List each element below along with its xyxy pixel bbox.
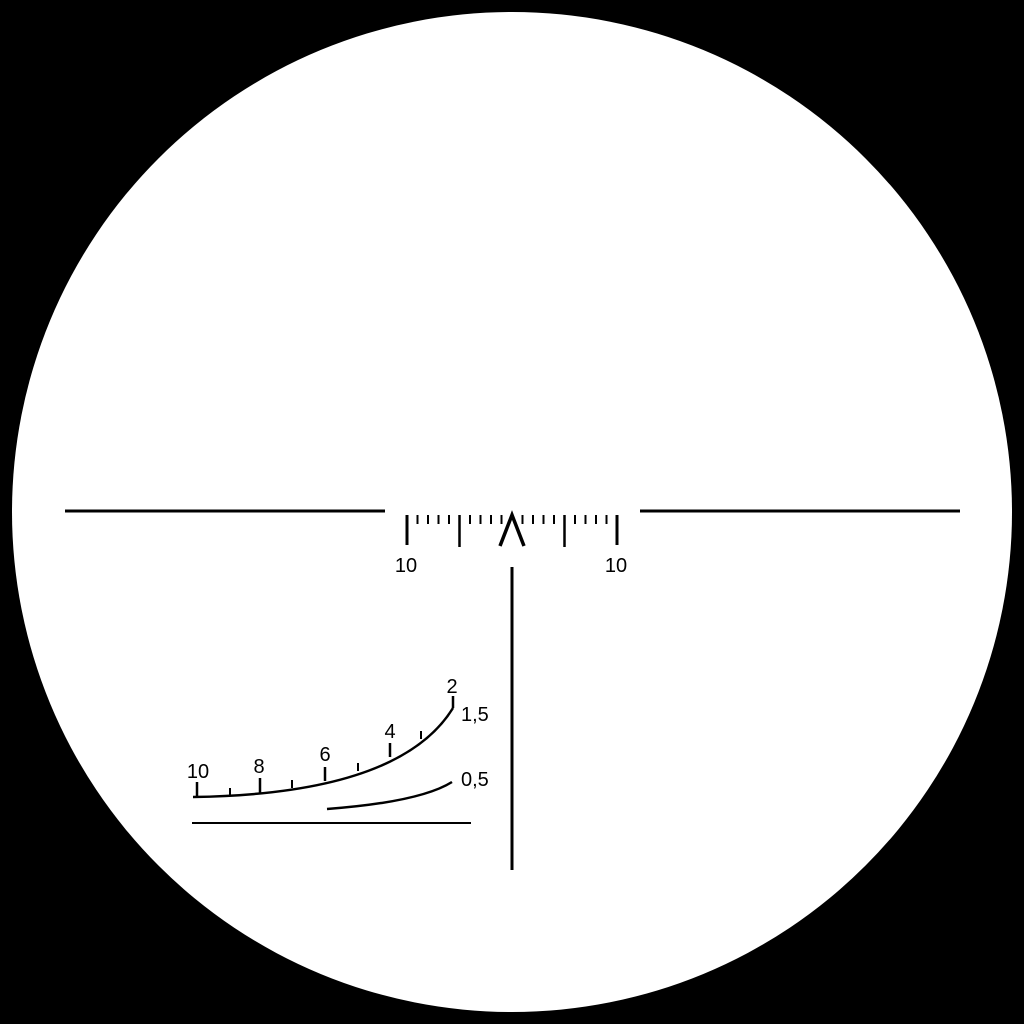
rangefinder-curve-upper [192, 707, 455, 799]
range-label-6: 6 [319, 744, 330, 766]
aiming-chevron [498, 510, 526, 547]
scale-label-right: 10 [605, 555, 627, 577]
scale-label-left: 10 [395, 555, 417, 577]
range-label-4: 4 [384, 721, 395, 743]
range-label-10: 10 [187, 761, 209, 783]
range-label-0-5: 0,5 [461, 769, 489, 791]
lateral-scale [405, 515, 619, 547]
rangefinder-curve-lower [326, 780, 453, 811]
range-label-1-5: 1,5 [461, 704, 489, 726]
range-label-2: 2 [446, 676, 457, 698]
range-label-8: 8 [253, 756, 264, 778]
